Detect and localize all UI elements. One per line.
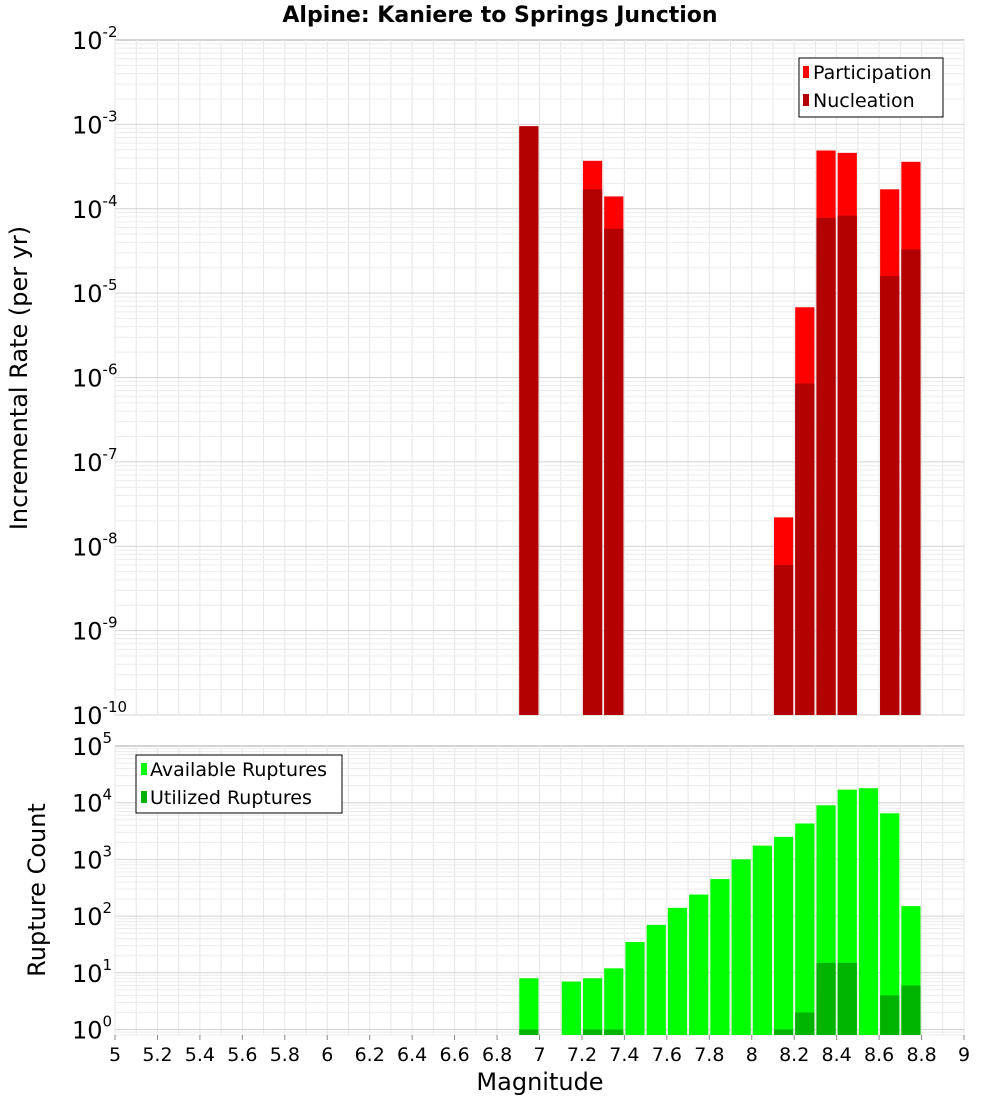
x-tick-label: 8.8 (906, 1044, 936, 1066)
top-legend-box (798, 57, 944, 118)
y-tick-label: 103 (72, 842, 112, 874)
x-tick-label: 7.8 (694, 1044, 724, 1066)
bar-available-ruptures (667, 907, 688, 1035)
y-tick-label: 10-10 (72, 698, 127, 730)
bar-available-ruptures (710, 879, 730, 1035)
y-tick-label: 10-3 (72, 107, 118, 139)
x-tick-label: 5.6 (227, 1044, 257, 1066)
top-panel: 10-10 10-9 10-8 10-7 10-6 10-5 10-4 10-3 10-2 In… (5, 23, 965, 730)
bar-utilized-ruptures (795, 1012, 815, 1035)
y-tick-label: 102 (72, 899, 112, 931)
x-tick-label: 8.4 (822, 1044, 852, 1066)
bar-utilized-ruptures (880, 995, 900, 1035)
bar-available-ruptures (604, 968, 624, 1035)
bar-utilized-ruptures (582, 1029, 603, 1035)
x-tick-label: 5.4 (185, 1044, 215, 1066)
bar-nucleation (816, 217, 836, 715)
legend-label-available: Available Ruptures (150, 759, 327, 781)
x-tick-label: 8 (746, 1044, 758, 1066)
x-tick-label: 6.4 (397, 1044, 427, 1066)
bar-utilized-ruptures (604, 1029, 624, 1035)
bottom-y-tick-labels: 100 101 102 103 104 105 (72, 729, 112, 1045)
y-tick-label: 10-8 (72, 529, 118, 561)
bottom-panel: 100 101 102 103 104 105 5 5.2 5.4 5.6 5.8 6 6.2 6.4 6… (23, 729, 970, 1096)
bar-nucleation (604, 228, 624, 716)
legend-swatch-nucleation (803, 94, 809, 106)
bar-utilized-ruptures (519, 1029, 539, 1035)
bar-nucleation (880, 275, 900, 715)
x-tick-label: 7.6 (652, 1044, 682, 1066)
y-tick-label: 101 (72, 956, 112, 988)
legend-label-utilized: Utilized Ruptures (150, 787, 312, 809)
x-tick-label: 6.8 (482, 1044, 512, 1066)
x-tick-labels: 5 5.2 5.4 5.6 5.8 6 6.2 6.4 6.6 6.8 7 7.2 7.4 7.6 7.8 8… (109, 1035, 970, 1066)
bottom-legend: Available Ruptures Utilized Ruptures (135, 754, 343, 814)
bar-utilized-ruptures (816, 962, 836, 1035)
x-tick-label: 7.2 (567, 1044, 597, 1066)
bar-utilized-ruptures (837, 962, 857, 1035)
legend-label-participation: Participation (813, 62, 932, 84)
top-grid (114, 40, 965, 716)
x-tick-label: 5.8 (270, 1044, 300, 1066)
x-tick-label: 6 (321, 1044, 333, 1066)
y-tick-label: 104 (72, 786, 112, 818)
y-tick-label: 10-4 (72, 192, 118, 224)
bar-available-ruptures (689, 894, 709, 1035)
bottom-bars (519, 788, 921, 1035)
legend-label-nucleation: Nucleation (813, 90, 915, 112)
bottom-y-axis-label: Rupture Count (23, 803, 51, 977)
top-bars (519, 126, 921, 716)
x-axis-label: Magnitude (476, 1068, 603, 1096)
y-tick-label: 10-7 (72, 445, 118, 477)
bar-nucleation (795, 383, 815, 715)
bar-available-ruptures (582, 978, 603, 1035)
bar-nucleation (773, 564, 794, 715)
x-tick-label: 7 (533, 1044, 545, 1066)
bar-available-ruptures (519, 978, 539, 1035)
x-tick-label: 7.4 (609, 1044, 639, 1066)
bar-available-ruptures (752, 845, 772, 1035)
bar-available-ruptures (795, 823, 815, 1035)
bar-nucleation (901, 249, 921, 716)
x-tick-label: 5 (109, 1044, 121, 1066)
bar-available-ruptures (858, 788, 879, 1035)
bar-available-ruptures (561, 981, 581, 1035)
x-tick-label: 9 (958, 1044, 970, 1066)
bottom-legend-box (135, 754, 343, 814)
bar-available-ruptures (646, 924, 666, 1035)
bar-available-ruptures (773, 836, 794, 1035)
chart-title: Alpine: Kaniere to Springs Junction (282, 3, 717, 28)
legend-swatch-participation (803, 66, 809, 78)
top-y-tick-labels: 10-10 10-9 10-8 10-7 10-6 10-5 10-4 10-3 10-2 (72, 23, 127, 730)
bar-utilized-ruptures (773, 1029, 794, 1035)
y-tick-label: 10-9 (72, 614, 118, 646)
bar-available-ruptures (731, 859, 751, 1035)
bar-available-ruptures (625, 941, 645, 1035)
top-legend: Participation Nucleation (798, 57, 944, 118)
legend-swatch-available (141, 763, 147, 775)
y-tick-label: 10-6 (72, 361, 118, 393)
top-y-axis-label: Incremental Rate (per yr) (5, 226, 33, 530)
legend-swatch-utilized (141, 791, 147, 803)
bar-nucleation (582, 189, 603, 715)
x-tick-label: 6.6 (439, 1044, 469, 1066)
bar-available-ruptures (880, 813, 900, 1035)
bar-nucleation (519, 126, 539, 715)
x-tick-label: 8.2 (779, 1044, 809, 1066)
bar-utilized-ruptures (901, 985, 921, 1035)
bar-nucleation (837, 215, 857, 715)
y-tick-label: 105 (72, 729, 112, 761)
x-tick-label: 6.2 (355, 1044, 385, 1066)
x-tick-label: 5.2 (142, 1044, 172, 1066)
x-tick-label: 8.6 (864, 1044, 894, 1066)
y-tick-label: 10-5 (72, 276, 118, 308)
y-tick-label: 10-2 (72, 23, 118, 55)
y-tick-label: 100 (72, 1013, 112, 1045)
